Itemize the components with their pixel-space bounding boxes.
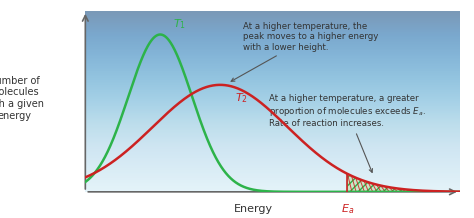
- Text: At a higher temperature, the
peak moves to a higher energy
with a lower height.: At a higher temperature, the peak moves …: [231, 22, 378, 81]
- Text: $E_a$: $E_a$: [341, 202, 354, 216]
- Text: Energy: Energy: [234, 204, 273, 214]
- Text: At a higher temperature, a greater
proportion of molecules exceeds $E_a$.
Rate o: At a higher temperature, a greater propo…: [269, 94, 426, 172]
- Text: $T_2$: $T_2$: [235, 91, 248, 105]
- Text: Number of
molecules
with a given
energy: Number of molecules with a given energy: [0, 76, 44, 121]
- Text: $T_1$: $T_1$: [173, 17, 186, 31]
